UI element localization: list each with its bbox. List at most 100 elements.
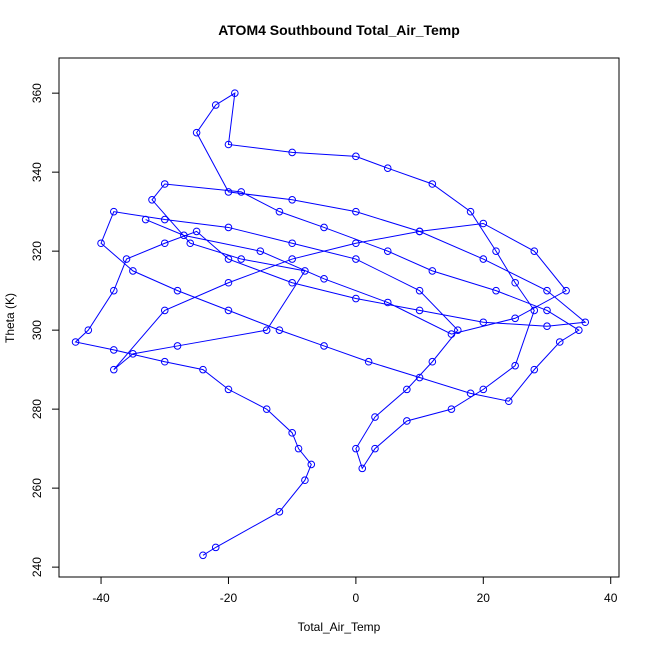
data-point bbox=[160, 239, 169, 248]
data-point bbox=[479, 318, 488, 327]
data-point bbox=[224, 385, 233, 394]
data-point bbox=[275, 326, 284, 334]
data-point bbox=[428, 357, 437, 366]
data-point bbox=[543, 322, 551, 330]
x-tick-label: -40 bbox=[92, 591, 110, 605]
data-point bbox=[129, 350, 137, 358]
data-point bbox=[224, 255, 233, 263]
data-point bbox=[71, 338, 80, 346]
data-point bbox=[479, 219, 488, 228]
data-point bbox=[307, 460, 316, 469]
data-point bbox=[358, 464, 367, 473]
data-point bbox=[492, 247, 500, 255]
data-point bbox=[352, 255, 360, 263]
data-point bbox=[320, 223, 328, 232]
data-point bbox=[160, 357, 169, 366]
data-point bbox=[511, 278, 519, 287]
data-point bbox=[211, 543, 220, 552]
data-point bbox=[148, 195, 156, 204]
data-point bbox=[415, 306, 424, 315]
y-axis-label: Theta (K) bbox=[3, 293, 17, 343]
data-point bbox=[492, 286, 500, 295]
x-axis-label: Total_Air_Temp bbox=[298, 620, 381, 634]
data-point bbox=[530, 365, 539, 374]
data-point bbox=[320, 342, 328, 350]
data-point bbox=[511, 314, 519, 323]
data-point bbox=[109, 346, 118, 354]
y-tick-label: 280 bbox=[30, 399, 44, 419]
data-point bbox=[479, 255, 488, 263]
data-point bbox=[352, 294, 360, 303]
data-point bbox=[160, 180, 169, 188]
data-point bbox=[109, 365, 118, 374]
data-point bbox=[466, 207, 475, 216]
data-point bbox=[352, 152, 360, 161]
x-tick-label: 0 bbox=[353, 591, 360, 605]
x-tick-label: -20 bbox=[220, 591, 238, 605]
y-tick-label: 240 bbox=[30, 557, 44, 577]
data-point bbox=[224, 188, 233, 196]
y-tick-label: 300 bbox=[30, 320, 44, 340]
data-point bbox=[224, 278, 233, 287]
data-point bbox=[504, 397, 513, 406]
y-tick-label: 320 bbox=[30, 241, 44, 261]
plot-frame bbox=[58, 57, 620, 578]
data-point bbox=[129, 267, 137, 275]
data-point bbox=[288, 255, 296, 263]
data-point bbox=[555, 338, 564, 346]
data-point bbox=[160, 215, 169, 224]
data-point bbox=[447, 330, 456, 338]
data-point bbox=[84, 326, 93, 334]
data-point bbox=[122, 255, 131, 263]
data-point bbox=[180, 231, 188, 240]
data-point bbox=[288, 148, 296, 157]
data-point bbox=[403, 417, 411, 425]
data-point bbox=[192, 128, 201, 137]
data-point bbox=[581, 318, 590, 327]
data-point bbox=[543, 306, 551, 315]
data-point bbox=[301, 267, 309, 275]
data-point bbox=[211, 101, 220, 109]
data-point bbox=[224, 140, 233, 149]
data-point bbox=[288, 429, 296, 437]
data-point bbox=[371, 413, 379, 421]
data-point bbox=[352, 207, 360, 216]
data-point bbox=[562, 286, 570, 295]
data-point bbox=[383, 247, 392, 255]
data-point bbox=[543, 286, 551, 295]
data-point bbox=[364, 357, 373, 366]
data-point bbox=[275, 207, 284, 216]
data-point bbox=[383, 164, 392, 172]
data-point bbox=[199, 551, 207, 560]
data-point bbox=[109, 207, 118, 216]
data-point bbox=[288, 278, 296, 287]
data-point bbox=[466, 389, 475, 398]
data-point bbox=[97, 239, 105, 248]
data-point bbox=[192, 227, 201, 236]
data-point bbox=[454, 326, 462, 334]
data-point bbox=[173, 286, 182, 295]
data-point bbox=[575, 326, 583, 334]
data-point bbox=[141, 215, 150, 224]
data-point bbox=[109, 286, 118, 295]
data-point bbox=[447, 405, 456, 413]
data-point bbox=[530, 306, 539, 315]
data-point bbox=[371, 444, 379, 453]
data-point bbox=[231, 89, 239, 97]
data-point bbox=[428, 267, 437, 275]
data-point bbox=[199, 365, 207, 374]
data-point bbox=[275, 508, 284, 516]
data-point bbox=[256, 247, 265, 255]
data-point bbox=[224, 306, 233, 315]
data-point bbox=[320, 274, 328, 283]
data-point bbox=[383, 298, 392, 307]
data-point bbox=[352, 444, 360, 453]
data-point bbox=[262, 405, 271, 413]
data-point bbox=[173, 342, 182, 350]
data-point bbox=[479, 385, 488, 394]
data-point bbox=[288, 195, 296, 204]
x-tick-label: 20 bbox=[477, 591, 491, 605]
data-point bbox=[301, 476, 309, 485]
data-point bbox=[530, 247, 539, 255]
